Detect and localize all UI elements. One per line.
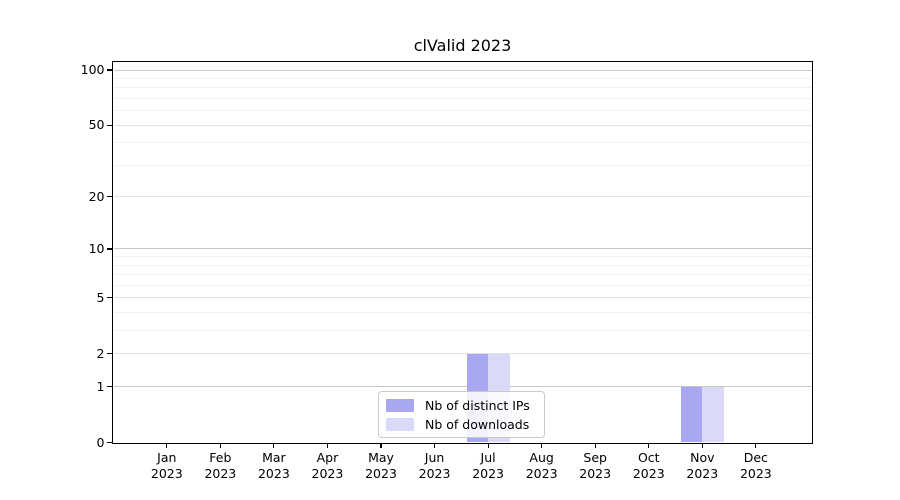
bar-nov-series1	[702, 386, 724, 443]
y-tick	[107, 248, 112, 250]
legend-label: Nb of distinct IPs	[425, 397, 530, 413]
chart-title: clValid 2023	[413, 36, 512, 55]
gridline	[113, 297, 812, 299]
x-tick	[166, 442, 168, 448]
x-tick-label: Mar 2023	[257, 449, 290, 481]
x-tick	[326, 442, 329, 448]
gridline	[113, 142, 812, 144]
y-tick-label: 20	[88, 188, 105, 204]
y-tick-label: 50	[88, 117, 105, 133]
x-tick-label: Dec 2023	[739, 449, 772, 481]
gridline	[113, 330, 812, 332]
x-tick-label: Aug 2023	[525, 449, 558, 481]
gridline	[113, 69, 812, 71]
gridline	[113, 124, 812, 126]
x-tick	[648, 442, 650, 448]
x-tick	[219, 442, 221, 448]
legend-swatch	[386, 417, 414, 431]
gridline	[113, 264, 812, 266]
gridline	[113, 87, 812, 89]
y-tick	[107, 69, 112, 71]
y-tick-label: 0	[96, 434, 105, 450]
x-tick	[380, 442, 382, 448]
gridline	[113, 248, 812, 250]
y-tick-label: 1	[96, 378, 105, 394]
gridline	[113, 164, 812, 166]
gridline	[113, 97, 812, 99]
x-tick-label: Oct 2023	[632, 449, 665, 481]
x-tick	[701, 442, 703, 448]
x-tick	[487, 442, 489, 448]
x-tick-label: Sep 2023	[579, 449, 612, 481]
x-tick-label: Apr 2023	[311, 449, 344, 481]
legend-item: Nb of distinct IPs	[386, 398, 537, 413]
y-tick	[107, 297, 112, 299]
gridline	[113, 353, 812, 355]
x-tick-label: Feb 2023	[204, 449, 237, 481]
gridline	[113, 196, 812, 198]
gridline	[113, 284, 812, 286]
x-tick-label: Jul 2023	[472, 449, 504, 481]
legend: Nb of distinct IPs Nb of downloads	[378, 391, 545, 438]
plot-area	[112, 61, 813, 444]
y-tick	[107, 385, 112, 388]
y-tick-label: 10	[88, 240, 105, 256]
gridline	[113, 386, 812, 388]
gridline	[113, 274, 812, 276]
x-tick	[273, 442, 275, 448]
y-tick-label: 100	[80, 62, 105, 77]
gridline	[113, 110, 812, 112]
gridline	[113, 312, 812, 314]
x-tick-label: Jan 2023	[150, 449, 183, 481]
legend-label: Nb of downloads	[425, 416, 530, 432]
gridline	[113, 77, 812, 79]
x-tick-label: Jun 2023	[418, 449, 451, 481]
y-tick-label: 5	[96, 289, 105, 305]
x-tick-label: May 2023	[365, 449, 397, 481]
y-tick	[107, 441, 112, 444]
gridline	[113, 256, 812, 258]
legend-item: Nb of downloads	[386, 417, 537, 432]
legend-swatch	[386, 398, 414, 412]
y-tick	[107, 353, 112, 355]
x-tick-label: Nov 2023	[686, 449, 719, 481]
y-tick-label: 2	[96, 345, 105, 361]
x-tick	[755, 442, 757, 448]
y-tick	[107, 124, 112, 126]
y-tick	[107, 196, 112, 198]
x-tick	[433, 442, 436, 448]
bar-nov-series0	[680, 386, 703, 443]
x-tick	[594, 442, 596, 448]
x-tick	[541, 442, 543, 448]
